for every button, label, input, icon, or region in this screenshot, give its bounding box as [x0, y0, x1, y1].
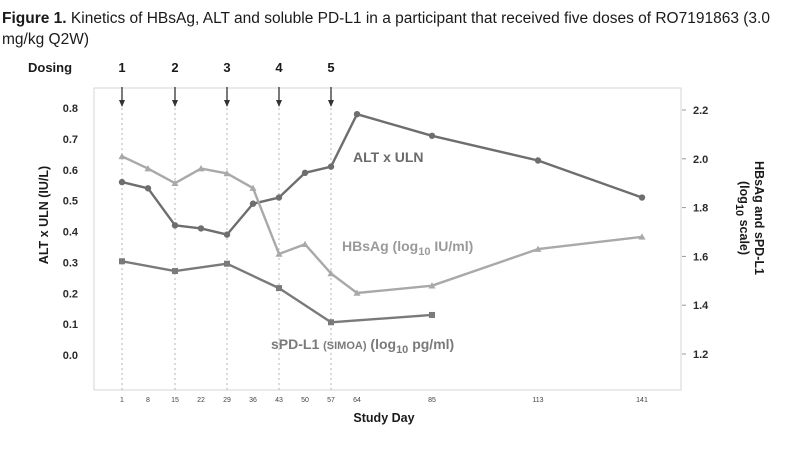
- spd-l1-point: [429, 311, 435, 318]
- alt-x-uln-point: [327, 163, 335, 170]
- spdl1-label-small: (SIMOA): [323, 340, 367, 352]
- hbsag-point: [638, 233, 646, 240]
- right-y-axis-subtitle: (log10 scale): [733, 181, 751, 255]
- x-tick-label: 1: [120, 397, 124, 404]
- right-y-ticks: 2.2 2.0 1.8 1.6 1.4 1.2: [682, 105, 709, 361]
- hbsag-point: [327, 269, 335, 277]
- dose-arrow-head-5: [328, 100, 334, 107]
- dose-number-2: 2: [171, 60, 178, 75]
- left-y-tick-label: 0.6: [63, 165, 78, 177]
- alt-x-uln-point: [301, 169, 309, 177]
- x-tick-label: 64: [353, 397, 361, 404]
- x-tick-label: 50: [301, 397, 309, 404]
- hbsag-series-line: [121, 155, 643, 295]
- spdl1-label-sub: 10: [396, 344, 408, 356]
- spdl1-label-tail: pg/ml): [408, 336, 454, 352]
- left-y-tick-label: 0.8: [63, 103, 78, 115]
- dose-number-5: 5: [327, 60, 334, 75]
- x-tick-label: 29: [223, 397, 231, 404]
- spd-l1-point: [172, 268, 178, 275]
- x-tick-label: 36: [249, 397, 257, 404]
- spd-l1-point: [224, 260, 230, 267]
- hbsag-series-label: HBsAg (log10 IU/ml): [342, 238, 473, 258]
- x-tick-label: 43: [275, 397, 283, 404]
- hbsag-label-main: HBsAg (log: [342, 238, 418, 254]
- left-y-tick-label: 0.2: [63, 288, 78, 300]
- left-y-tick-label: 0.5: [63, 196, 78, 208]
- alt-x-uln-point: [428, 132, 436, 139]
- hbsag-point: [275, 250, 283, 257]
- hbsag-point: [301, 240, 309, 247]
- hbsag-label-sub: 10: [418, 246, 430, 258]
- right-y-tick-label: 2.2: [693, 105, 708, 117]
- left-y-tick-label: 0.7: [63, 134, 78, 146]
- alt-x-uln-point: [197, 225, 205, 232]
- alt-x-uln-point: [118, 178, 126, 186]
- spdl1-label-main: sPD-L1: [271, 336, 323, 352]
- plot-frame: [93, 87, 682, 391]
- alt-x-uln-point: [171, 222, 179, 229]
- right-y-tick-label: 1.6: [693, 251, 708, 263]
- dose-number-4: 4: [275, 60, 283, 75]
- spd-l1-point: [328, 319, 334, 326]
- hbsag-point: [249, 184, 257, 191]
- hbsag-point: [171, 179, 179, 186]
- dose-arrow-head-2: [172, 100, 178, 107]
- hbsag-point: [144, 165, 152, 172]
- hbsag-point: [197, 165, 205, 172]
- spd-l1-series-line: [121, 260, 433, 324]
- alt-x-uln-series-line: [121, 112, 643, 236]
- right-y-axis-title: HBsAg and sPD-L1: [752, 161, 766, 275]
- right-y-tick-label: 1.8: [693, 203, 708, 215]
- spdl1-series-label: sPD-L1 (SIMOA) (log10 pg/ml): [271, 336, 454, 356]
- x-ticks: 1 8 15 22 29 36 43 50 57 64 85 113 141: [120, 397, 648, 404]
- x-tick-label: 57: [327, 397, 335, 404]
- left-y-ticks: 0.8 0.7 0.6 0.5 0.4 0.3 0.2 0.1 0.0: [63, 103, 79, 362]
- dose-arrow-head-1: [119, 100, 125, 107]
- spd-l1-point: [119, 258, 125, 265]
- left-y-axis-title: ALT x ULN (IU/L): [37, 166, 51, 264]
- alt-x-uln-point: [275, 194, 283, 201]
- right-y-tick-label: 1.4: [693, 300, 709, 312]
- alt-x-uln-point: [534, 157, 542, 164]
- left-y-tick-label: 0.1: [63, 319, 78, 331]
- dose-arrow-head-4: [276, 100, 282, 107]
- hbsag-point: [223, 169, 231, 177]
- alt-x-uln-point: [223, 231, 231, 238]
- left-y-tick-label: 0.3: [63, 257, 78, 269]
- right-y-tick-label: 1.2: [693, 349, 708, 361]
- hbsag-point: [534, 245, 542, 252]
- x-tick-label: 113: [532, 397, 543, 404]
- right-y-tick-label: 2.0: [693, 154, 708, 166]
- alt-x-uln-point: [638, 194, 646, 201]
- alt-series-label: ALT x ULN: [353, 149, 424, 165]
- dose-arrow-head-3: [224, 100, 230, 107]
- figure-caption-text: Kinetics of HBsAg, ALT and soluble PD-L1…: [2, 10, 770, 48]
- dose-markers: 1 2 3 4 5: [118, 60, 335, 390]
- hbsag-label-tail: IU/ml): [430, 238, 473, 254]
- hbsag-point: [428, 282, 436, 289]
- x-tick-label: 8: [146, 397, 150, 404]
- series-group: [118, 110, 646, 326]
- hbsag-point: [353, 289, 361, 296]
- dose-number-3: 3: [223, 60, 230, 75]
- alt-x-uln-point: [249, 200, 257, 207]
- figure-caption-lead: Figure 1.: [2, 10, 67, 27]
- spdl1-label-mid: (log: [367, 336, 397, 352]
- x-tick-label: 15: [171, 397, 179, 404]
- x-tick-label: 85: [428, 397, 436, 404]
- dosing-label: Dosing: [28, 60, 72, 75]
- alt-x-uln-point: [144, 185, 152, 192]
- spd-l1-point: [276, 285, 282, 292]
- hbsag-point: [118, 152, 126, 160]
- left-y-tick-label: 0.4: [63, 227, 79, 239]
- dose-number-1: 1: [118, 60, 125, 75]
- x-tick-label: 141: [636, 397, 648, 404]
- alt-x-uln-point: [353, 110, 361, 118]
- left-y-tick-label: 0.0: [63, 350, 78, 362]
- x-axis-title: Study Day: [353, 411, 414, 425]
- x-tick-label: 22: [197, 397, 205, 404]
- figure-caption: Figure 1. Kinetics of HBsAg, ALT and sol…: [2, 8, 782, 50]
